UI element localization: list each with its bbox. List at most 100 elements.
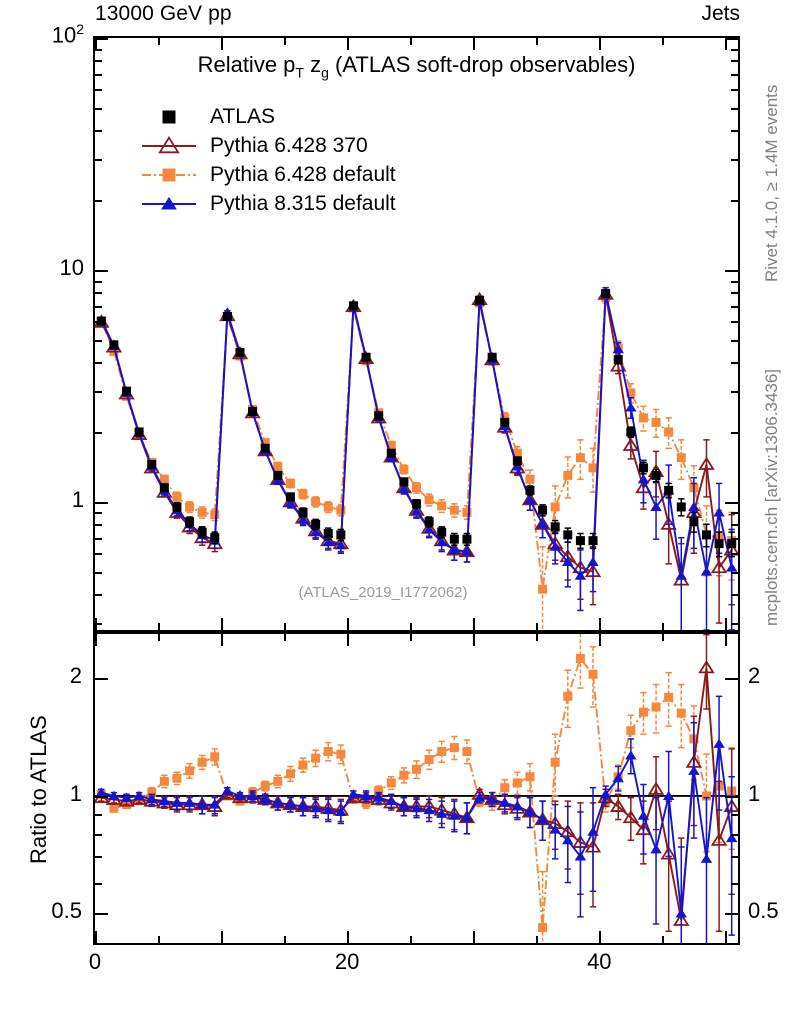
ratio-y-tick-label-right-1: 1: [748, 780, 761, 806]
axis-tick: [221, 634, 224, 646]
ratio-plot-svg: [95, 634, 738, 943]
x-tick-label-20: 20: [334, 949, 360, 974]
axis-tick: [95, 200, 102, 203]
axis-tick: [95, 339, 102, 342]
legend: ATLAS Pythia 6.428 370 Pythia 6.428 defaul…: [140, 102, 396, 218]
axis-tick: [731, 89, 738, 92]
legend-entry[interactable]: Pythia 8.315 default: [140, 189, 396, 218]
axis-tick: [731, 48, 738, 51]
title-mid: z: [303, 52, 322, 77]
plot-title: Relative pT zg (ATLAS soft-drop observab…: [93, 52, 740, 80]
axis-tick: [221, 931, 224, 943]
axis-tick: [95, 38, 97, 50]
axis-tick: [599, 618, 602, 630]
ratio-y-tick-label-1: 1: [69, 780, 82, 806]
axis-tick: [221, 38, 224, 50]
axis-tick: [284, 38, 287, 45]
axis-tick: [95, 107, 102, 110]
axis-tick: [95, 73, 102, 76]
main-plot-area: [95, 38, 738, 630]
axis-tick: [662, 634, 665, 641]
axis-tick: [95, 913, 108, 916]
legend-marker-triangle-filled-icon: [140, 192, 198, 216]
axis-tick: [158, 38, 161, 45]
ratio-axis-title: Ratio to ATLAS: [26, 715, 51, 864]
axis-tick: [221, 618, 224, 630]
axis-tick: [731, 391, 738, 394]
axis-tick: [662, 936, 665, 943]
axis-tick: [731, 553, 738, 556]
axis-tick: [731, 292, 738, 295]
ratio-y-tick-label-2: 2: [69, 663, 82, 689]
axis-tick: [662, 38, 665, 45]
header-beam-label: 13000 GeV pp: [95, 2, 232, 25]
legend-label: Pythia 8.315 default: [210, 191, 396, 215]
axis-tick: [662, 623, 665, 630]
ratio-plot-panel: [93, 632, 740, 945]
axis-tick: [731, 431, 738, 434]
side-label-mcplots: mcplots.cern.ch [arXiv:1306.3436]: [762, 368, 781, 626]
axis-tick: [95, 89, 102, 92]
axis-tick: [731, 882, 738, 885]
axis-tick: [599, 931, 602, 943]
title-sub-g: g: [321, 64, 329, 81]
title-prefix: Relative p: [197, 52, 296, 77]
axis-tick: [95, 431, 102, 434]
axis-tick: [725, 678, 738, 681]
legend-entry[interactable]: Pythia 6.428 370: [140, 131, 396, 160]
y-tick-label-10: 10: [59, 254, 84, 280]
axis-tick: [725, 634, 728, 646]
axis-tick: [95, 833, 102, 836]
axis-tick: [536, 38, 539, 45]
x-tick-label-40: 40: [587, 949, 612, 974]
axis-tick: [95, 882, 102, 885]
axis-tick: [95, 305, 102, 308]
axis-tick: [347, 634, 350, 646]
axis-tick: [473, 634, 476, 646]
axis-tick: [95, 931, 97, 943]
axis-tick: [536, 623, 539, 630]
axis-tick: [410, 634, 413, 641]
axis-tick: [347, 618, 350, 630]
ratio-plot-area: [95, 634, 738, 943]
y-tick-label-1: 1: [71, 486, 84, 512]
axis-tick: [599, 634, 602, 646]
axis-tick: [95, 362, 102, 365]
axis-tick: [473, 618, 476, 630]
axis-tick: [95, 553, 102, 556]
legend-label: ATLAS: [210, 104, 275, 128]
legend-entry[interactable]: ATLAS: [140, 102, 396, 131]
axis-tick: [95, 571, 102, 574]
title-suffix: (ATLAS soft-drop observables): [328, 52, 636, 77]
axis-tick: [731, 339, 738, 342]
axis-tick: [410, 623, 413, 630]
axis-tick: [473, 931, 476, 943]
analysis-watermark: (ATLAS_2019_I1772062): [298, 584, 468, 601]
axis-tick: [95, 856, 102, 859]
axis-tick: [731, 594, 738, 597]
axis-tick: [95, 321, 102, 324]
axis-tick: [95, 48, 102, 51]
axis-tick: [347, 38, 350, 50]
axis-tick: [731, 512, 738, 515]
axis-tick: [95, 38, 108, 40]
axis-tick: [95, 292, 102, 295]
axis-tick: [725, 38, 738, 40]
axis-tick: [95, 269, 108, 272]
axis-tick: [95, 512, 102, 515]
axis-tick: [95, 795, 108, 798]
axis-tick: [95, 594, 102, 597]
axis-tick: [725, 913, 738, 916]
side-label-rivet: Rivet 4.1.0, ≥ 1.4M events: [762, 84, 781, 282]
axis-tick: [731, 200, 738, 203]
title-sub-t: T: [295, 64, 304, 81]
legend-entry[interactable]: Pythia 6.428 default: [140, 160, 396, 189]
axis-tick: [731, 159, 738, 162]
axis-tick: [284, 634, 287, 641]
axis-tick: [725, 618, 728, 630]
axis-tick: [731, 107, 738, 110]
legend-marker-square-filled-icon: [140, 105, 198, 129]
axis-tick: [410, 936, 413, 943]
axis-tick: [95, 634, 97, 646]
axis-tick: [731, 305, 738, 308]
